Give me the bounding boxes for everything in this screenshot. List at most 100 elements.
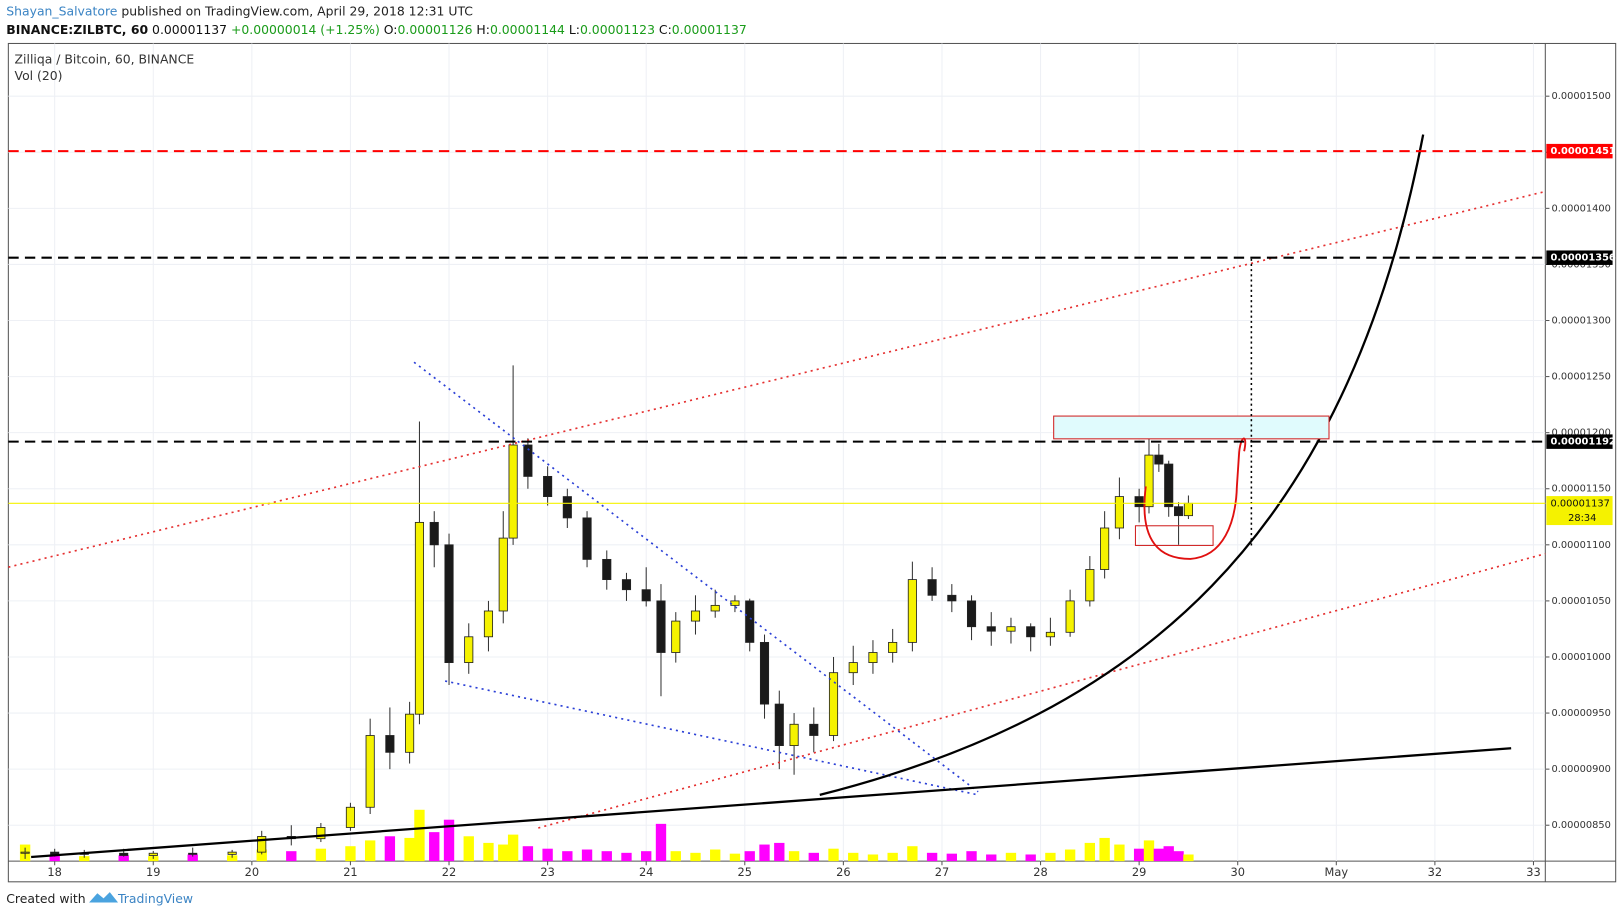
wedge-top: [413, 361, 979, 793]
volume-bar: [429, 832, 440, 862]
candle-body: [730, 600, 740, 606]
quote-line: BINANCE:ZILBTC, 60 0.00001137 +0.0000001…: [6, 22, 746, 37]
y-tick-label: 0.00001250: [1552, 372, 1611, 383]
footer-brand[interactable]: TradingView: [117, 891, 193, 906]
volume-bar: [759, 844, 770, 862]
volume-bar: [729, 853, 741, 862]
drawings: [8, 134, 1546, 859]
volume-bar: [986, 854, 997, 862]
candle-body: [1006, 626, 1016, 632]
support-line: [31, 747, 1512, 859]
x-tick-label: 20: [245, 865, 259, 879]
candle-body: [498, 537, 508, 612]
volume-bar: [1114, 844, 1125, 862]
x-tick-label: May: [1325, 865, 1349, 879]
x-tick-label: 29: [1132, 865, 1146, 879]
candle-body: [1154, 454, 1164, 465]
volume-bar: [79, 856, 90, 862]
candle-body: [523, 444, 533, 477]
candle-body: [119, 852, 129, 856]
volume-bar: [690, 852, 701, 862]
last-price: 0.00001137: [152, 22, 227, 37]
volume-bar: [562, 851, 573, 862]
candle-body: [671, 620, 681, 653]
volume-bar: [581, 849, 593, 862]
candle-body: [1065, 600, 1075, 633]
volume-bar: [542, 848, 553, 862]
candle-body: [641, 589, 651, 602]
candle-body: [868, 652, 878, 664]
volume-bar: [286, 851, 297, 862]
frame: [7, 42, 1617, 883]
volume-bar: [710, 849, 721, 862]
volume-bar: [226, 855, 238, 862]
candle-body: [257, 836, 267, 853]
level-label: 0.00001451: [1550, 146, 1615, 157]
x-tick-label: 18: [47, 865, 61, 879]
last-price-tag: [1546, 496, 1613, 526]
x-tick-label: 19: [146, 865, 160, 879]
volume-bar: [507, 834, 519, 862]
candle-body: [483, 610, 494, 638]
candle-body: [986, 626, 996, 632]
candle-body: [508, 444, 518, 539]
candle-body: [828, 672, 839, 736]
countdown: 28:34: [1568, 513, 1596, 524]
candle-body: [809, 723, 819, 736]
publish-line: Shayan_Salvatore published on TradingVie…: [6, 3, 473, 18]
volume-bar: [1173, 851, 1184, 862]
level-label: 0.00001192: [1550, 437, 1615, 448]
candle-body: [745, 600, 755, 643]
y-tick-label: 0.00000850: [1552, 820, 1611, 831]
candle-body: [789, 723, 799, 747]
candle-body: [1100, 527, 1110, 570]
candle-body: [947, 594, 957, 602]
volume-bar: [670, 851, 681, 862]
volume-bar: [601, 851, 612, 862]
volume-bar: [867, 854, 879, 862]
volume-bar: [1163, 846, 1174, 862]
x-tick-label: 33: [1526, 865, 1540, 879]
volume-bar: [414, 809, 425, 862]
candle-body: [345, 806, 355, 828]
x-tick-label: 21: [343, 865, 357, 879]
author[interactable]: Shayan_Salvatore: [6, 3, 117, 18]
y-tick-label: 0.00001200: [1552, 428, 1611, 439]
candle-body: [1144, 454, 1154, 508]
volume-bar: [1005, 852, 1017, 862]
volume-bar: [1183, 854, 1194, 862]
volume-bar: [256, 849, 267, 862]
volume-bar: [1045, 852, 1056, 862]
symbol: BINANCE:ZILBTC, 60: [6, 22, 148, 37]
candle-body: [414, 521, 425, 715]
y-tick-label: 0.00001000: [1552, 652, 1611, 663]
h-label: H:: [476, 22, 490, 37]
x-tick-label: 27: [935, 865, 949, 879]
candle-body: [562, 496, 572, 519]
candle-body: [1134, 496, 1144, 508]
x-tick-label: 32: [1428, 865, 1442, 879]
volume-bar: [1143, 840, 1155, 862]
parabolic-curve: [819, 134, 1425, 796]
candle-body: [966, 600, 977, 628]
level-tag: [1546, 434, 1613, 449]
volume-bar: [315, 848, 327, 862]
candle-body: [582, 517, 592, 560]
volume-bar: [463, 836, 474, 862]
x-tick-label: 30: [1230, 865, 1244, 879]
y-tick-label: 0.00001150: [1552, 484, 1611, 495]
y-tick-label: 0.00001500: [1552, 91, 1611, 102]
x-tick-label: 23: [540, 865, 554, 879]
chart-title: Zilliqa / Bitcoin, 60, BINANCE: [15, 52, 195, 67]
y-tick-label: 0.00001050: [1552, 596, 1611, 607]
change: +0.00000014 (+1.25%): [231, 22, 380, 37]
volume-bar: [1025, 854, 1036, 862]
h-value: 0.00001144: [490, 22, 565, 37]
candle-body: [543, 475, 553, 498]
volume-bar: [848, 852, 859, 862]
candle-body: [848, 662, 858, 674]
candle-body: [1045, 631, 1055, 638]
footer: Created with TradingView: [6, 891, 193, 906]
volume-bar: [808, 852, 819, 862]
